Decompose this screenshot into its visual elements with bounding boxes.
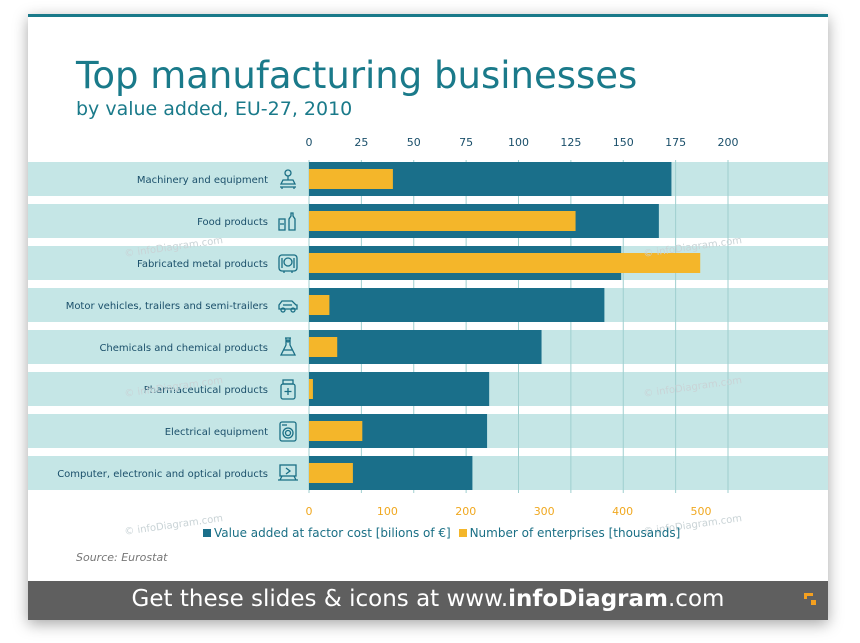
flask-icon xyxy=(279,337,297,356)
machinery-icon-part xyxy=(279,176,297,189)
washing-machine-icon xyxy=(279,421,297,442)
bar-enterprises xyxy=(309,463,353,483)
car-icon-part xyxy=(278,300,298,310)
top-axis-tick-label: 125 xyxy=(560,136,581,149)
top-axis-tick-label: 175 xyxy=(665,136,686,149)
flask-icon-part xyxy=(279,337,297,356)
bar-chart: 0 25 50 75 100 125 150 175 200 0 100 200 300 400 500 Ma… xyxy=(28,136,828,518)
source-note: Source: Eurostat xyxy=(76,551,168,564)
legend-label-enterprises: Number of enterprises [thousands] xyxy=(469,526,681,540)
computer-icon xyxy=(278,464,298,481)
footer-suffix: .com xyxy=(668,586,725,612)
chart-subtitle: by value added, EU-27, 2010 xyxy=(76,98,353,120)
machinery-icon xyxy=(279,169,297,189)
legend-item-value-added: Value added at factor cost [bilions of €… xyxy=(203,526,455,540)
category-label: Food products xyxy=(197,217,268,228)
category-label: Electrical equipment xyxy=(165,427,268,438)
metal-products-icon xyxy=(278,254,298,273)
bar-value-added xyxy=(309,372,490,406)
flask-icon-part xyxy=(286,339,290,343)
bar-enterprises xyxy=(309,295,330,315)
bar-enterprises xyxy=(309,169,393,189)
medicine-bottle-icon xyxy=(280,379,296,400)
bottom-axis-tick-label: 400 xyxy=(612,505,633,518)
infodiagram-logo-icon xyxy=(804,593,816,605)
food-bottles-icon-part xyxy=(278,218,286,231)
medicine-bottle-icon-part xyxy=(284,388,292,395)
bottom-axis-tick-label: 0 xyxy=(306,505,313,518)
washing-machine-icon-part xyxy=(279,421,297,442)
bottom-axis-tick-label: 500 xyxy=(691,505,712,518)
bar-enterprises xyxy=(309,379,313,399)
top-axis-tick-label: 75 xyxy=(459,136,473,149)
washing-machine-icon-part xyxy=(282,427,294,439)
category-label: Pharmaceutical products xyxy=(144,385,268,396)
car-icon xyxy=(278,300,298,313)
metal-products-icon-part xyxy=(283,257,293,267)
top-axis-tick-label: 50 xyxy=(407,136,421,149)
food-bottles-icon xyxy=(278,212,296,231)
top-axis-tick-label: 150 xyxy=(613,136,634,149)
car-icon-part xyxy=(280,307,286,313)
footer-text: Get these slides & icons at www.infoDiag… xyxy=(28,586,828,612)
bar-enterprises xyxy=(309,337,338,357)
metal-products-icon-part xyxy=(281,258,295,273)
legend-swatch-enterprises xyxy=(458,529,467,537)
slide: Top manufacturing businesses by value ad… xyxy=(28,14,828,620)
legend-swatch-value-added xyxy=(203,529,211,537)
computer-icon-part xyxy=(279,464,297,477)
category-label: Machinery and equipment xyxy=(137,175,268,186)
bar-enterprises xyxy=(309,253,701,273)
medicine-bottle-icon-part xyxy=(280,383,296,400)
category-label: Fabricated metal products xyxy=(137,259,268,270)
footer-prefix: Get these slides & icons at www. xyxy=(131,586,509,612)
computer-icon-part xyxy=(278,467,298,481)
top-axis-tick-label: 0 xyxy=(306,136,313,149)
category-label: Computer, electronic and optical product… xyxy=(57,469,268,480)
bottom-axis-tick-label: 200 xyxy=(455,505,476,518)
footer-brand: infoDiagram xyxy=(508,586,668,612)
top-axis-tick-label: 25 xyxy=(354,136,368,149)
legend-item-enterprises: Number of enterprises [thousands] xyxy=(458,526,681,540)
category-label: Motor vehicles, trailers and semi-traile… xyxy=(66,301,268,312)
bar-enterprises xyxy=(309,421,363,441)
bar-value-added xyxy=(309,330,542,364)
top-axis-tick-label: 100 xyxy=(508,136,529,149)
car-icon-part xyxy=(290,307,296,313)
washing-machine-icon-part xyxy=(284,429,292,437)
top-accent-line xyxy=(28,14,828,17)
bar-enterprises xyxy=(309,211,576,231)
category-label: Chemicals and chemical products xyxy=(99,343,268,354)
bottom-axis-tick-label: 300 xyxy=(534,505,555,518)
legend-label-value-added: Value added at factor cost [bilions of €… xyxy=(214,526,451,540)
food-bottles-icon-part xyxy=(280,212,296,231)
bar-value-added xyxy=(309,288,605,322)
footer-banner: Get these slides & icons at www.infoDiag… xyxy=(28,581,828,620)
chart-title: Top manufacturing businesses xyxy=(76,54,638,97)
bottom-axis-tick-label: 100 xyxy=(377,505,398,518)
metal-products-icon-part xyxy=(278,254,298,272)
top-axis-tick-label: 200 xyxy=(718,136,739,149)
legend: Value added at factor cost [bilions of €… xyxy=(203,526,684,540)
